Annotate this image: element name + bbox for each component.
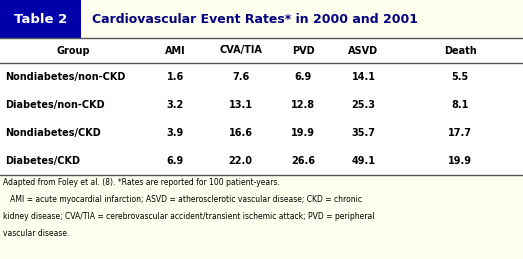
FancyBboxPatch shape [0, 0, 81, 38]
Text: 12.8: 12.8 [291, 100, 315, 110]
Text: 7.6: 7.6 [232, 72, 249, 82]
Text: 13.1: 13.1 [229, 100, 253, 110]
Text: AMI = acute myocardial infarction; ASVD = atherosclerotic vascular disease; CKD : AMI = acute myocardial infarction; ASVD … [3, 195, 361, 204]
Text: ASVD: ASVD [348, 46, 379, 55]
Text: 5.5: 5.5 [452, 72, 469, 82]
FancyBboxPatch shape [0, 38, 523, 175]
Text: 3.9: 3.9 [167, 128, 184, 138]
Text: 6.9: 6.9 [167, 156, 184, 166]
Text: 17.7: 17.7 [448, 128, 472, 138]
Text: PVD: PVD [292, 46, 315, 55]
Text: Diabetes/CKD: Diabetes/CKD [5, 156, 80, 166]
Text: 6.9: 6.9 [295, 72, 312, 82]
Text: 22.0: 22.0 [229, 156, 253, 166]
Text: kidney disease; CVA/TIA = cerebrovascular accident/transient ischemic attack; PV: kidney disease; CVA/TIA = cerebrovascula… [3, 212, 374, 221]
Text: 16.6: 16.6 [229, 128, 253, 138]
Text: 14.1: 14.1 [351, 72, 376, 82]
Text: 26.6: 26.6 [291, 156, 315, 166]
Text: 8.1: 8.1 [451, 100, 469, 110]
Text: 49.1: 49.1 [351, 156, 376, 166]
Text: 19.9: 19.9 [291, 128, 315, 138]
Text: 1.6: 1.6 [167, 72, 184, 82]
Text: 25.3: 25.3 [351, 100, 376, 110]
Text: 3.2: 3.2 [167, 100, 184, 110]
Text: Diabetes/non-CKD: Diabetes/non-CKD [5, 100, 105, 110]
Text: 19.9: 19.9 [448, 156, 472, 166]
Text: Death: Death [444, 46, 476, 55]
Text: Table 2: Table 2 [14, 12, 67, 25]
Text: Cardiovascular Event Rates* in 2000 and 2001: Cardiovascular Event Rates* in 2000 and … [92, 12, 417, 25]
Text: 35.7: 35.7 [351, 128, 376, 138]
Text: AMI: AMI [165, 46, 186, 55]
Text: Nondiabetes/non-CKD: Nondiabetes/non-CKD [5, 72, 126, 82]
Text: Nondiabetes/CKD: Nondiabetes/CKD [5, 128, 101, 138]
Text: CVA/TIA: CVA/TIA [219, 46, 262, 55]
Text: vascular disease.: vascular disease. [3, 229, 69, 238]
Text: Group: Group [56, 46, 90, 55]
Text: Adapted from Foley et al. (8). *Rates are reported for 100 patient-years.: Adapted from Foley et al. (8). *Rates ar… [3, 178, 279, 186]
